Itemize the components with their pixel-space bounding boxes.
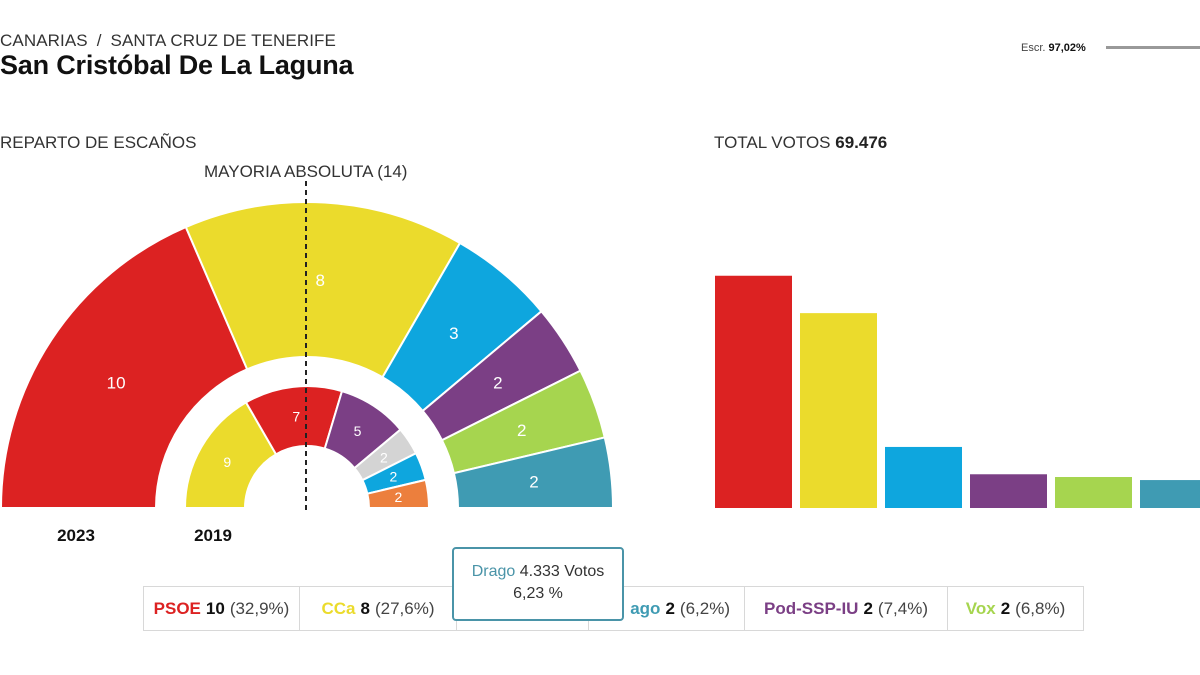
legend-party-name: Pod-SSP-IU (764, 598, 859, 618)
legend-item-podemos[interactable]: Pod-SSP-IU 2 (7,4%) (745, 587, 948, 630)
hemicycle-2023-label-5: 2 (529, 472, 538, 491)
breadcrumb-province[interactable]: SANTA CRUZ DE TENERIFE (110, 31, 336, 50)
breadcrumb-region[interactable]: CANARIAS (0, 31, 88, 50)
vote-bar-2-unnamed[interactable] (885, 446, 962, 508)
hemicycle-2023-label-1: 8 (316, 271, 325, 290)
legend-party-pct: (6,2%) (679, 598, 730, 618)
legend-item-cca[interactable]: CCa 8 (27,6%) (300, 587, 457, 630)
votes-label-text: TOTAL VOTOS (714, 133, 831, 152)
hemicycle-2019-slice-5-unnamed[interactable] (366, 478, 431, 509)
hemicycle-2019-label-0: 9 (223, 454, 231, 470)
breadcrumb: CANARIAS / SANTA CRUZ DE TENERIFE (0, 31, 336, 51)
hemicycle-2023-slice-1-cca[interactable] (184, 201, 462, 379)
hemicycle-2019-label-1: 7 (292, 409, 300, 425)
hemicycle-2023-label-0: 10 (107, 373, 126, 392)
hemicycle-2023-label-2: 3 (449, 324, 458, 343)
escrutinio-label: Escr. (1021, 42, 1046, 54)
escrutinio-indicator: Escr. 97,02% (1021, 42, 1086, 54)
legend-item-drago[interactable]: ago 2 (6,2%) (589, 587, 745, 630)
vote-bar-4-vox[interactable] (1055, 477, 1132, 508)
majority-label: MAYORIA ABSOLUTA (14) (204, 162, 408, 181)
tooltip-line-1: Drago 4.333 Votos (454, 561, 622, 583)
votes-section-label: TOTAL VOTOS 69.476 (714, 133, 887, 153)
tooltip-party: Drago (471, 563, 516, 580)
escrutinio-progress-bar (1106, 46, 1200, 49)
legend-party-seats: 2 (863, 598, 873, 618)
hemicycle-2019-label-3: 2 (380, 449, 388, 465)
votes-total: 69.476 (835, 133, 888, 152)
hemicycle-2023-label-4: 2 (517, 421, 526, 440)
legend-item-vox[interactable]: Vox 2 (6,8%) (948, 587, 1083, 630)
legend-party-seats: 2 (1000, 598, 1011, 618)
hemicycle-2019-label-4: 2 (390, 468, 398, 484)
legend-party-name: CCa (321, 598, 356, 618)
year-label-2023: 2023 (57, 526, 95, 545)
hemicycle-2023-slice-5-drago[interactable] (452, 436, 615, 509)
legend-party-pct: (27,6%) (374, 598, 435, 618)
vote-bar-1-cca[interactable] (800, 313, 877, 508)
legend-party-seats: 2 (665, 598, 675, 618)
escrutinio-value: 97,02% (1048, 42, 1086, 54)
vote-bar-5-drago[interactable] (1140, 480, 1200, 508)
legend-party-pct: (6,8%) (1015, 598, 1066, 618)
hemicycle-2023-slice-0-psoe[interactable] (0, 225, 249, 509)
hemicycle-2023-label-3: 2 (493, 373, 502, 392)
tooltip-pct: 6,23 % (513, 585, 563, 602)
vote-bar-0-psoe[interactable] (715, 275, 792, 508)
legend-party-pct: (32,9%) (229, 598, 290, 618)
breadcrumb-separator: / (96, 31, 102, 50)
hemicycle-2019-label-2: 5 (354, 423, 362, 439)
tooltip-votes: 4.333 Votos (519, 563, 605, 580)
chart-tooltip: Drago 4.333 Votos 6,23 % (452, 547, 624, 621)
page-title: San Cristóbal De La Laguna (0, 50, 354, 80)
legend-party-seats: 10 (205, 598, 225, 618)
year-label-2019: 2019 (194, 526, 232, 545)
legend-party-name: Vox (965, 598, 996, 618)
hemicycle-2019-label-5: 2 (394, 489, 402, 505)
legend-party-pct: (7,4%) (877, 598, 928, 618)
legend-party-name: ago (630, 598, 661, 618)
legend-party-seats: 8 (360, 598, 370, 618)
votes-bar-chart (715, 275, 1200, 508)
legend-item-psoe[interactable]: PSOE 10 (32,9%) (144, 587, 300, 630)
legend-party-name: PSOE (153, 598, 201, 618)
vote-bar-3-pod-ssp-iu[interactable] (970, 474, 1047, 508)
seats-section-label: REPARTO DE ESCAÑOS (0, 133, 197, 152)
